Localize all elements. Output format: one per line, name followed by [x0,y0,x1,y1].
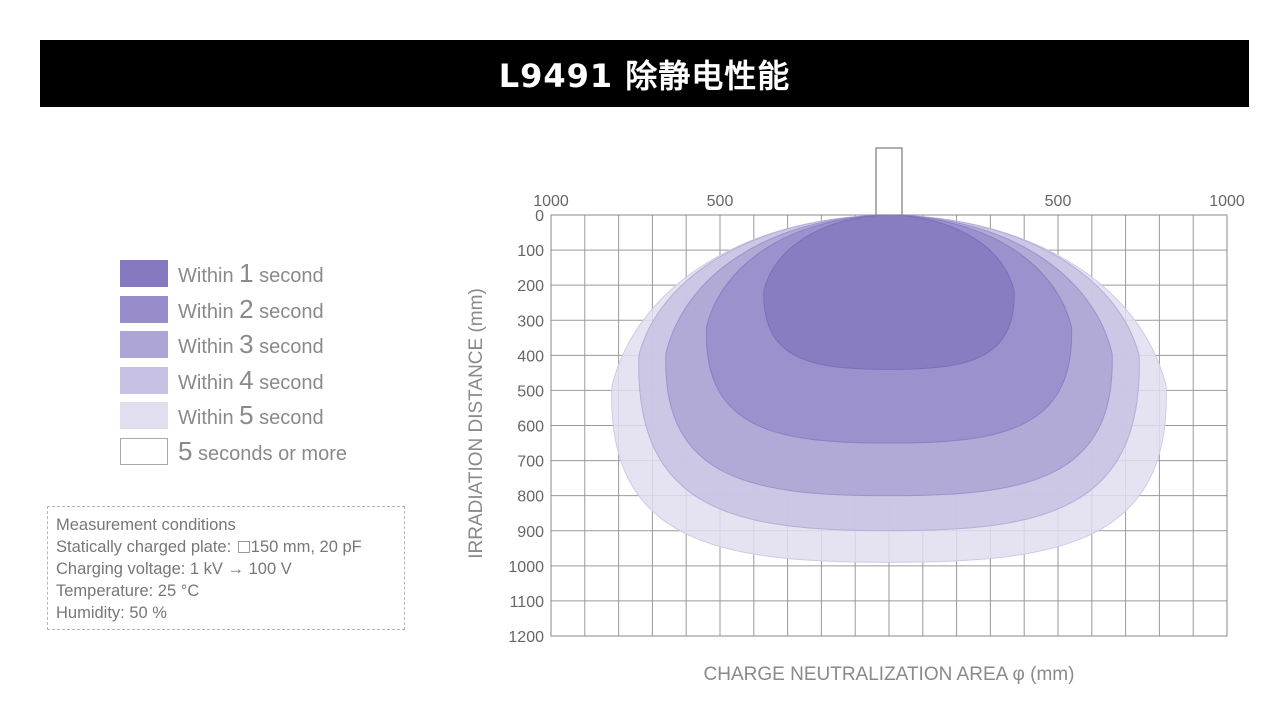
conditions-humidity: Humidity: 50 % [56,604,167,622]
page-title: L9491 除静电性能 [498,56,791,95]
x-tick-label: 500 [1045,193,1072,210]
legend-item: Within 4 second [120,363,347,399]
plate-label: Statically charged plate: [56,538,236,556]
y-tick-label: 500 [517,383,544,400]
legend-label-prefix: Within [178,300,240,323]
legend-label-number: 5 [178,435,193,466]
legend-label-number: 3 [239,329,254,360]
legend-label-prefix: Within [178,407,240,430]
legend-swatch [120,366,168,394]
area-lobe-1s [763,214,1015,370]
legend-label-suffix: second [253,407,324,430]
legend-swatch [120,331,168,359]
y-tick-label: 400 [517,348,544,365]
plate-value: 150 mm, 20 pF [250,538,362,556]
legend-label: Within 1 second [178,258,324,289]
y-axis-title: IRRADIATION DISTANCE (mm) [466,288,487,559]
x-tick-label: 1000 [1209,193,1245,210]
legend-label-suffix: second [253,300,324,323]
conditions-voltage: Charging voltage: 1 kV → 100 V [56,560,292,578]
legend-swatch [120,260,168,288]
y-tick-label: 300 [517,313,544,330]
legend-label: Within 2 second [178,294,324,325]
legend-label: Within 4 second [178,365,324,396]
x-tick-label: 1000 [533,193,569,210]
y-tick-label: 200 [517,278,544,295]
legend-swatch [120,437,168,465]
legend-label-suffix: second [253,371,324,394]
conditions-temperature: Temperature: 25 °C [56,582,200,600]
legend-label: Within 3 second [178,329,324,360]
y-tick-label: 800 [517,489,544,506]
legend-label-suffix: second [253,336,324,359]
y-tick-label: 100 [517,243,544,260]
legend-label-prefix: Within [178,265,240,288]
y-tick-label: 1000 [508,559,544,576]
x-tick-label: 500 [707,193,734,210]
legend-label-number: 1 [239,258,254,289]
measurement-conditions: Measurement conditions Statically charge… [47,506,405,630]
legend-label-number: 4 [239,364,254,395]
legend-item: Within 2 second [120,292,347,328]
y-tick-label: 900 [517,524,544,541]
legend-label-prefix: Within [178,336,240,359]
y-tick-label: 1100 [510,594,545,611]
legend-item: Within 1 second [120,256,347,292]
legend-item: Within 5 second [120,398,347,434]
x-axis-title: CHARGE NEUTRALIZATION AREA φ (mm) [704,664,1075,685]
square-symbol-icon [237,541,250,553]
legend-label-number: 2 [239,293,254,324]
emitter-outline [875,147,903,216]
title-bar: L9491 除静电性能 [40,40,1249,107]
legend-swatch [120,295,168,323]
legend-item: 5 seconds or more [120,434,347,470]
plot-frame [550,214,1228,637]
y-tick-label: 600 [517,419,544,436]
legend-item: Within 3 second [120,327,347,363]
legend-label-suffix: second [253,265,324,288]
legend-label-suffix: seconds or more [192,442,347,465]
y-tick-label: 1200 [508,629,544,646]
conditions-plate: Statically charged plate: 150 mm, 20 pF [56,536,404,558]
legend-label: 5 seconds or more [178,436,347,467]
legend-label: Within 5 second [178,400,324,431]
y-tick-label: 0 [535,208,544,225]
legend-label-prefix: Within [178,371,240,394]
legend: Within 1 second Within 2 second Within 3 s… [120,256,347,469]
legend-label-number: 5 [239,400,254,431]
legend-swatch [120,402,168,430]
conditions-heading: Measurement conditions [56,516,236,534]
y-tick-label: 700 [517,454,544,471]
